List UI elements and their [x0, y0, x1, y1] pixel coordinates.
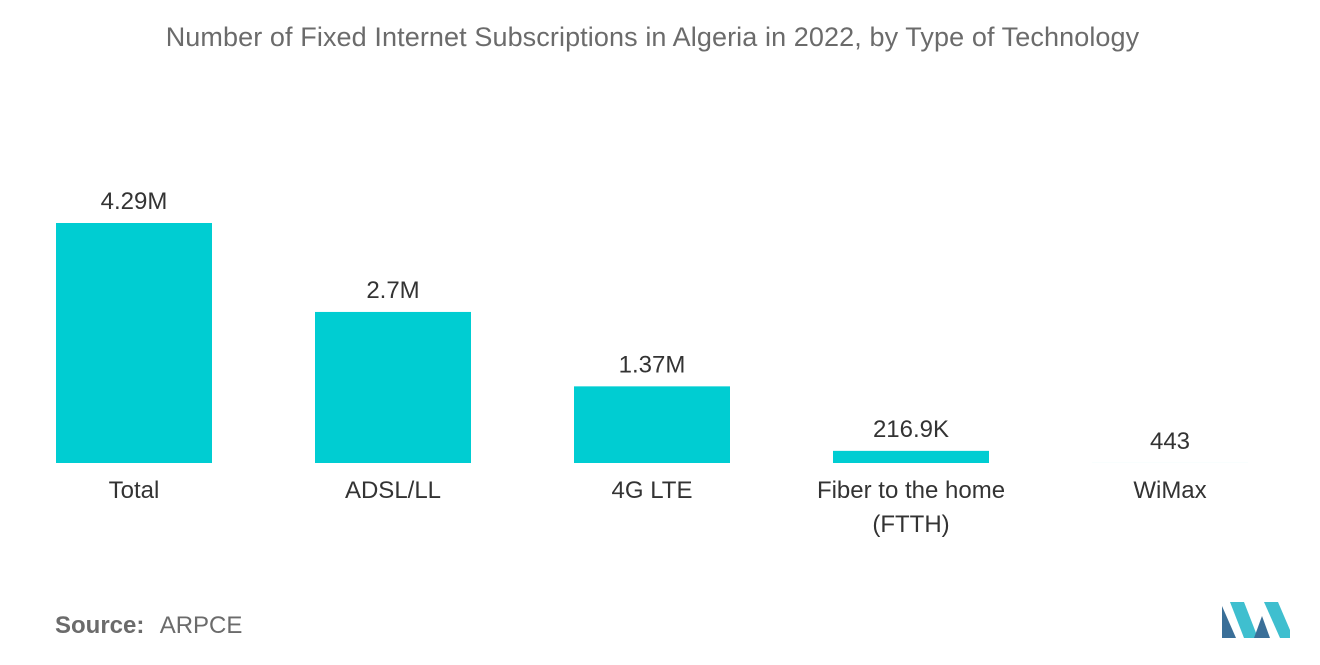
logo-shape-left [1222, 606, 1236, 638]
bar-fiber-to-the-home-ftth [833, 450, 989, 463]
x-tick-label-line: (FTTH) [872, 511, 949, 538]
logo-shape-mid-b [1254, 616, 1270, 638]
source-value: ARPCE [159, 612, 243, 639]
x-tick-label: 4G LTE [612, 477, 693, 504]
data-label: 1.37M [619, 351, 686, 378]
source-note: Source: ARPCE [55, 612, 242, 640]
x-tick-label: Fiber to the home (FTTH) [817, 477, 1005, 538]
value-labels-group: 4.29M 2.7M 1.37M 216.9K 443 [101, 188, 1190, 455]
bar-chart: 4.29M 2.7M 1.37M 216.9K 443 Total ADSL/LL 4G L… [56, 188, 1248, 538]
x-tick-label: WiMax [1133, 477, 1206, 504]
source-label: Source: [55, 612, 145, 639]
x-tick-label-line: WiMax [1133, 477, 1206, 504]
chart-title: Number of Fixed Internet Subscriptions i… [165, 22, 1140, 52]
bar-4g-lte [574, 386, 730, 463]
data-label: 4.29M [101, 188, 168, 215]
x-tick-label: Total [109, 477, 160, 504]
x-tick-label: ADSL/LL [345, 477, 441, 504]
bar-total [56, 223, 212, 463]
x-tick-label-line: 4G LTE [612, 477, 693, 504]
x-tick-label-line: Fiber to the home [817, 477, 1005, 504]
data-label: 2.7M [366, 277, 419, 304]
brand-logo [1222, 602, 1290, 638]
x-tick-label-line: ADSL/LL [345, 477, 441, 504]
bars-group [56, 223, 1248, 463]
data-label: 216.9K [873, 416, 949, 443]
logo-shape-mid-a [1230, 602, 1258, 638]
data-label: 443 [1150, 428, 1190, 455]
bar-adsl-ll [315, 311, 471, 463]
category-tick-labels: Total ADSL/LL 4G LTE Fiber to the home (FTTH… [109, 477, 1207, 538]
x-tick-label-line: Total [109, 477, 160, 504]
logo-shape-right [1264, 602, 1290, 638]
